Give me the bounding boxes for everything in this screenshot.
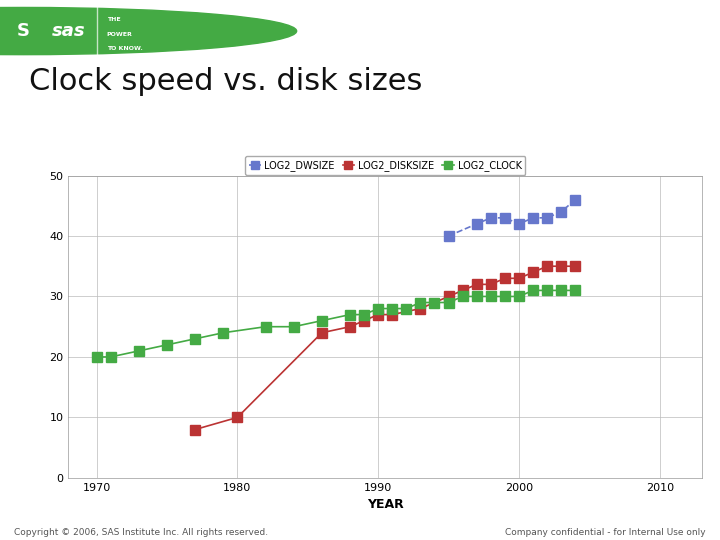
Legend: LOG2_DWSIZE, LOG2_DISKSIZE, LOG2_CLOCK: LOG2_DWSIZE, LOG2_DISKSIZE, LOG2_CLOCK: [245, 156, 526, 175]
Text: sas: sas: [52, 22, 86, 40]
Text: TO KNOW.: TO KNOW.: [107, 46, 143, 51]
Text: POWER: POWER: [107, 32, 132, 37]
X-axis label: YEAR: YEAR: [366, 498, 404, 511]
Text: THE: THE: [107, 17, 120, 22]
Circle shape: [0, 8, 297, 55]
Text: Copyright © 2006, SAS Institute Inc. All rights reserved.: Copyright © 2006, SAS Institute Inc. All…: [14, 528, 269, 537]
Text: S: S: [17, 22, 30, 40]
Text: Company confidential - for Internal Use only: Company confidential - for Internal Use …: [505, 528, 706, 537]
Text: Clock speed vs. disk sizes: Clock speed vs. disk sizes: [29, 68, 422, 97]
